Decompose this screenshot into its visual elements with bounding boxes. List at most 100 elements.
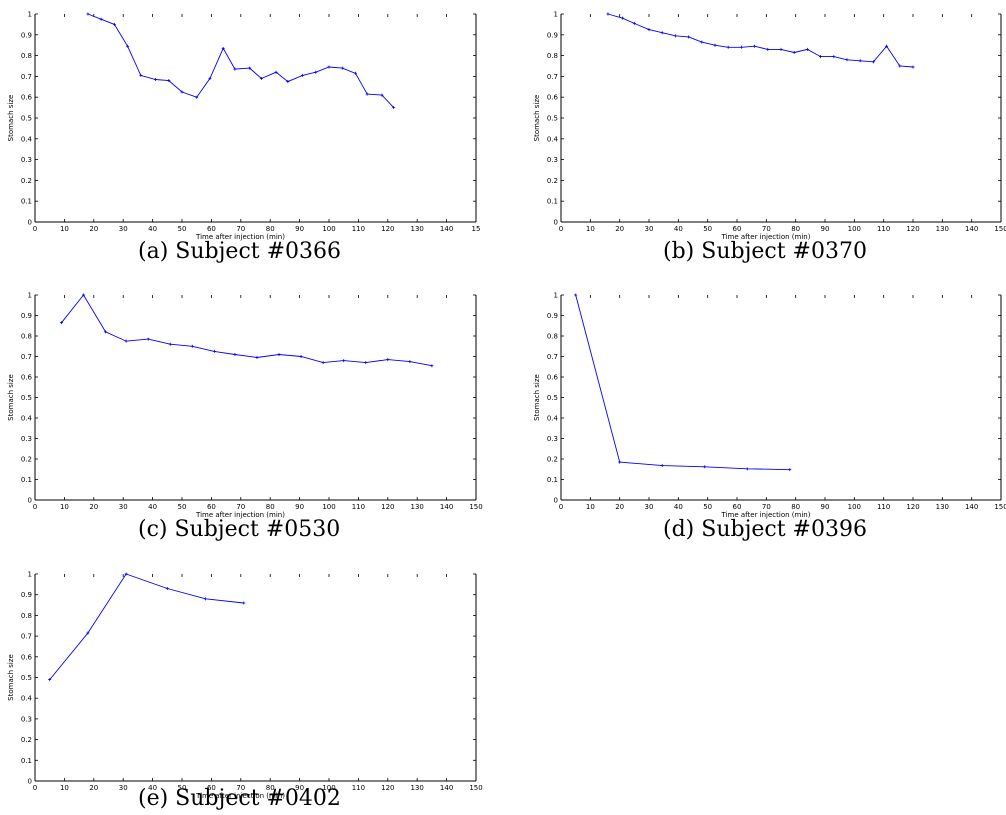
data-point	[819, 55, 823, 59]
y-tick-label: 1	[28, 292, 32, 300]
x-tick-label: 140	[965, 503, 978, 511]
x-tick-label: 10	[586, 225, 595, 233]
x-tick-label: 90	[295, 503, 304, 511]
y-tick-label: 0.6	[547, 374, 559, 382]
x-tick-label: 80	[791, 225, 800, 233]
x-tick-label: 100	[322, 503, 335, 511]
x-tick-label: 90	[295, 784, 304, 792]
data-point	[86, 631, 90, 635]
y-tick-label: 0.2	[21, 177, 32, 185]
x-tick-label: 110	[877, 225, 890, 233]
y-tick-label: 0.4	[547, 135, 559, 143]
y-tick-label: 0.9	[21, 591, 32, 599]
data-point	[408, 360, 412, 364]
x-tick-label: 80	[791, 503, 800, 511]
x-tick-label: 100	[848, 225, 861, 233]
data-point	[86, 12, 90, 16]
x-tick-label: 10	[586, 503, 595, 511]
y-tick-label: 0.7	[21, 633, 32, 641]
y-tick-label: 0.8	[21, 333, 32, 341]
data-point	[632, 21, 636, 25]
caption-a: (a) Subject #0366	[138, 239, 342, 264]
data-point	[871, 60, 875, 64]
data-point	[255, 356, 259, 360]
y-tick-label: 1	[554, 292, 558, 300]
y-tick-label: 0.7	[547, 353, 558, 361]
data-point	[327, 65, 331, 69]
data-point	[204, 597, 208, 601]
y-tick-label: 0.3	[21, 715, 32, 723]
x-axis-label: Time after injection (min)	[721, 511, 811, 519]
data-point	[48, 678, 52, 682]
y-tick-label: 1	[28, 11, 32, 19]
x-tick-label: 150	[994, 225, 1006, 233]
data-point	[832, 55, 836, 59]
y-tick-label: 0.3	[21, 435, 32, 443]
x-tick-label: 130	[411, 784, 424, 792]
data-point	[340, 66, 344, 70]
x-tick-label: 30	[119, 784, 128, 792]
data-point	[277, 352, 281, 356]
x-tick-label: 20	[89, 503, 98, 511]
data-point	[574, 293, 578, 297]
x-tick-label: 110	[877, 503, 890, 511]
data-point	[301, 73, 305, 77]
y-tick-label: 0.5	[21, 115, 32, 123]
x-tick-label: 50	[703, 503, 712, 511]
y-tick-label: 0.9	[21, 312, 32, 320]
x-tick-label: 15	[472, 225, 481, 233]
x-tick-label: 70	[236, 784, 245, 792]
y-tick-label: 0	[28, 778, 32, 786]
y-tick-label: 0.5	[21, 674, 32, 682]
data-point	[99, 17, 103, 21]
y-tick-label: 0.2	[21, 736, 32, 744]
y-tick-label: 0.2	[21, 456, 32, 464]
data-point	[286, 80, 290, 84]
data-point	[314, 70, 318, 74]
x-tick-label: 40	[674, 503, 683, 511]
chart-a: 0 10 20 30 40 50 60 70 80 90 100 110 120 130 140 1500.1…	[7, 11, 480, 242]
x-tick-label: 60	[207, 503, 216, 511]
y-tick-label: 0.2	[547, 456, 558, 464]
x-tick-label: 50	[178, 784, 187, 792]
data-point	[779, 47, 783, 51]
x-tick-label: 80	[266, 225, 275, 233]
x-tick-label: 130	[411, 503, 424, 511]
data-point	[845, 58, 849, 62]
data-point	[233, 67, 237, 71]
x-tick-label: 30	[645, 503, 654, 511]
data-point	[898, 64, 902, 68]
x-tick-label: 30	[119, 225, 128, 233]
x-tick-label: 10	[60, 784, 69, 792]
caption-c: (c) Subject #0530	[138, 517, 341, 542]
data-point	[112, 22, 116, 26]
data-point	[242, 601, 246, 605]
data-point	[190, 344, 194, 348]
x-tick-label: 0	[559, 225, 563, 233]
data-point	[660, 464, 664, 468]
data-point	[321, 361, 325, 365]
x-tick-label: 140	[440, 225, 453, 233]
x-tick-label: 110	[352, 784, 365, 792]
x-tick-label: 80	[266, 503, 275, 511]
y-tick-label: 1	[554, 11, 558, 19]
x-tick-label: 140	[965, 225, 978, 233]
data-point	[885, 44, 889, 48]
data-point	[621, 16, 625, 20]
data-point	[233, 352, 237, 356]
data-point	[168, 342, 172, 346]
data-point	[700, 40, 704, 44]
x-tick-label: 0	[33, 784, 37, 792]
x-tick-label: 0	[33, 225, 37, 233]
y-axis-label: Stomach size	[7, 654, 15, 701]
series-line	[87, 13, 395, 108]
data-point	[753, 44, 757, 48]
y-tick-label: 0.4	[21, 135, 33, 143]
y-tick-label: 0.8	[21, 52, 32, 60]
y-tick-label: 1	[28, 571, 32, 579]
data-point	[745, 467, 749, 471]
y-tick-label: 0.9	[547, 31, 558, 39]
x-tick-label: 30	[645, 225, 654, 233]
x-axis-label: Time after injection (min)	[195, 511, 285, 519]
x-tick-label: 110	[352, 225, 365, 233]
